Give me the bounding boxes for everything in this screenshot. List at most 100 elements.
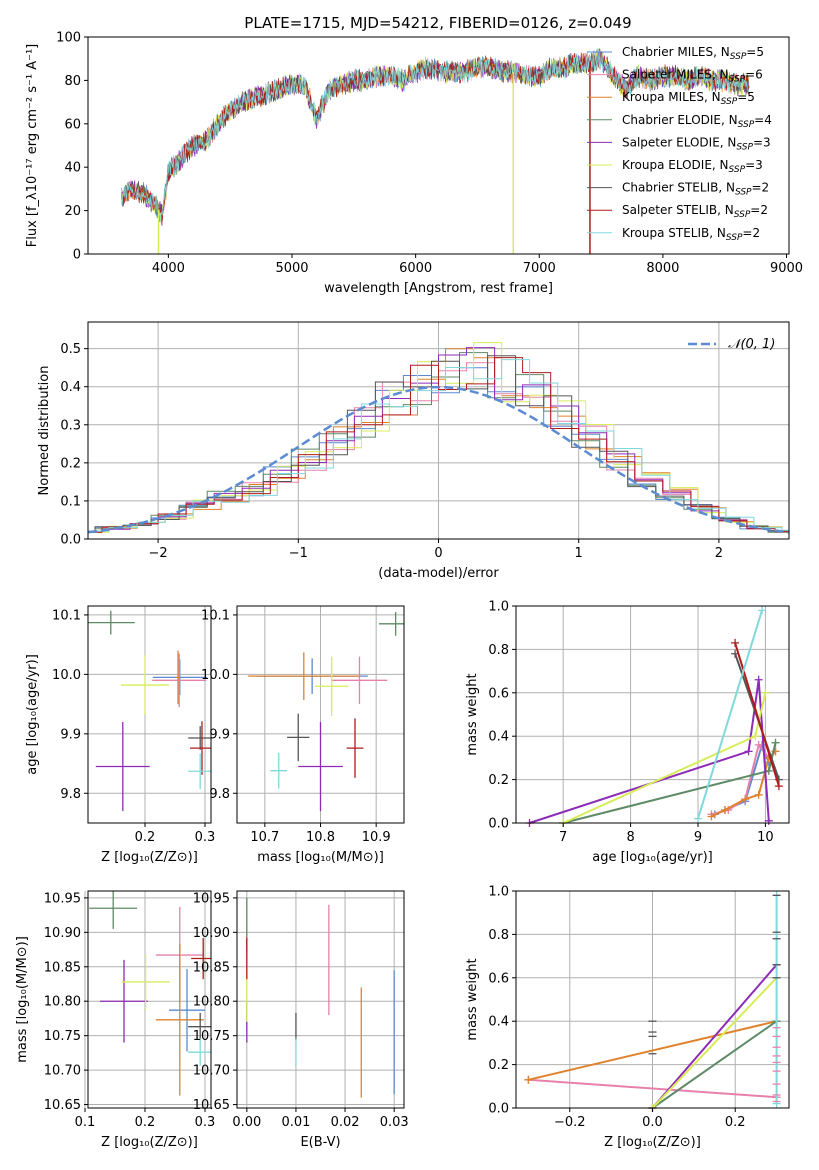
legend-label-chabrier_elodie: Chabrier ELODIE, NSSP=4 [622,113,772,130]
mass_weight_vs_z-ytick-label: 0.8 [488,928,509,943]
mass_weight_vs_age-marker-kroupa_miles [754,790,763,799]
legend-label-tail: =4 [754,113,772,127]
mass_weight_vs_age-marker-kroupa_stelib [758,606,767,615]
mass_weight_vs_age-ytick-label: 0.8 [488,643,509,658]
legend-label-sub: SSP [736,142,753,152]
spectrum-panel: 4000 5000 6000 7000 8000 9000 0 20 40 60 80 100 wave… [25,31,803,297]
spectrum-ytick-label: 60 [64,117,81,132]
mass_weight_vs_age-marker-chabrier_elodie [771,738,780,747]
age_vs_z-xtick-label: 0.3 [195,830,216,845]
mass_vs_ebv-frame [236,890,405,1109]
spectrum-ytick-label: 0 [73,248,81,263]
legend-label-salpeter_miles: Salpeter MILES, NSSP=6 [622,68,763,85]
legend-label-sub: SSP [726,233,743,243]
mass_weight_vs_z-grid [516,890,789,1109]
residuals-ytick-label: 0.4 [60,380,81,395]
spectrum-ytick-label: 80 [64,74,81,89]
mass_vs_ebv-ytick-label: 10.85 [193,960,230,975]
mass_weight_vs_age-ytick-label: 0.0 [488,817,509,832]
mass_vs_z-plot-area [89,891,211,1096]
mass_weight_vs_z-ylabel: mass weight [465,958,480,1040]
mass_weight_vs_age-line-kroupa_stelib [697,610,763,819]
mass_vs_z-errorbar-salpeter_stelib [191,937,211,980]
legend-label-tail: =3 [753,135,771,149]
mass_weight_vs_z-line-salpeter_miles [528,1078,777,1099]
mass_weight_vs_age-line-chabrier_elodie [562,742,777,824]
residuals-ytick-label: 0.3 [60,418,81,433]
mass_vs_z-xlabel: Z [log₁₀(Z/Z⊙)] [101,1135,198,1150]
mass_vs_ebv-grid [237,891,404,1108]
mass_vs_z-xtick-label: 0.2 [135,1115,156,1130]
legend-label-base: Kroupa ELODIE, N [622,158,729,172]
mass_vs_z-ytick-label: 10.95 [44,891,81,906]
mass_vs_z-ticks: 0.1 0.2 0.3 10.65 10.70 10.75 10.80 10.85 10.90 1… [44,891,216,1130]
mass_vs_z-ytick-label: 10.70 [44,1064,81,1079]
age_vs_mass-xlabel: mass [log₁₀(M/M⊙)] [257,850,384,865]
age_vs_mass-ytick-label: 9.9 [209,727,230,742]
age_vs_z-errorbar-chabrier_elodie [88,610,135,635]
age_vs_z-ylabel: age [log₁₀(age/yr)] [25,654,40,775]
legend-label-base: Salpeter MILES, N [622,68,729,82]
mass_vs_ebv-xtick-label: 0.03 [380,1115,409,1130]
mass_weight_vs_age-ytick-label: 0.6 [488,686,509,701]
legend-label-sub: SSP [738,120,755,130]
spectrum-frame [87,36,790,255]
mass_vs_z-panel: 0.1 0.2 0.3 10.65 10.70 10.75 10.80 10.85 10.90 1… [15,890,216,1150]
mass_weight_vs_age-ytick-label: 0.4 [488,730,509,745]
spectrum-line-kroupa_stelib [121,48,750,223]
mass_weight_vs_age-line-salpeter_stelib [734,642,780,787]
age_vs_z-ytick-label: 10.1 [52,608,81,623]
spectrum-xtick-label: 7000 [523,261,556,276]
legend-label-sub: SSP [729,165,746,175]
residuals-xtick-label: −1 [289,546,308,561]
mass_vs_ebv-ytick-label: 10.75 [193,1029,230,1044]
mass_weight_vs_z-line-salpeter_elodie [651,964,778,1109]
mass_vs_ebv-ytick-label: 10.70 [193,1064,230,1079]
age_vs_mass-frame [236,605,405,824]
mass_vs_z-ytick-label: 10.65 [44,1098,81,1113]
age_vs_z-errorbar-kroupa_stelib [188,753,211,790]
mass_weight_vs_z-xlabel: Z [log₁₀(Z/Z⊙)] [604,1135,701,1150]
age_vs_z-plot-area [88,610,211,812]
mass_weight_vs_age-frame [515,605,790,824]
age_vs_z-errorbar-salpeter_miles [152,653,207,708]
mass_weight_vs_z-line-chabrier_elodie [651,1020,778,1109]
spectrum-xlabel: wavelength [Angstrom, rest frame] [324,281,553,296]
spectrum-xtick-label: 6000 [399,261,432,276]
normal-curve [88,385,789,534]
mass_vs_z-errorbar-salpeter_elodie [100,959,148,1043]
mass_vs_ebv-xtick-label: 0.01 [281,1115,310,1130]
residuals-frame [87,321,790,540]
age_vs_z-ticks: 0.2 0.3 9.8 9.9 10.0 10.1 [52,608,215,845]
spectrum-ticks: 4000 5000 6000 7000 8000 9000 0 20 40 60 80 100 [56,31,803,277]
age_vs_mass-errorbar-chabrier_stelib [287,713,310,762]
mass_vs_ebv-ytick-label: 10.90 [193,926,230,941]
mass_weight_vs_z-panel: −0.2 0.0 0.2 0.0 0.2 0.4 0.6 0.8 1.0 Z [log₁₀(Z/Z… [465,885,790,1150]
mass_weight_vs_age-marker-kroupa_miles [720,805,729,814]
mass_weight_vs_age-xlabel: age [log₁₀(age/yr)] [592,850,713,865]
mass_vs_z-ylabel: mass [log₁₀(M/M⊙)] [15,936,30,1063]
residuals-plot-area [88,342,789,534]
age_vs_mass-errorbar-chabrier_elodie [378,611,404,636]
mass_weight_vs_age-ylabel: mass weight [465,673,480,755]
mass_vs_ebv-xlabel: E(B-V) [300,1135,340,1150]
legend-label-tail: =3 [745,158,763,172]
age_vs_z-ytick-label: 9.9 [60,727,81,742]
mass_weight_vs_age-xtick-label: 10 [757,830,774,845]
age_vs_mass-errorbar-salpeter_stelib [346,718,364,778]
mass_weight_vs_age-xtick-label: 7 [559,830,567,845]
legend-label-sub: SSP [729,75,746,85]
age_vs_z-ytick-label: 9.8 [60,787,81,802]
mass_weight_vs_z-xtick-label: 0.0 [642,1115,663,1130]
mass_weight_vs_age-marker-kroupa_stelib [694,814,702,823]
mass_weight_vs_z-ticks: −0.2 0.0 0.2 0.0 0.2 0.4 0.6 0.8 1.0 [488,885,745,1131]
mass_weight_vs_age-marker-salpeter_elodie [754,675,763,684]
mass_vs_ebv-plot-area [246,897,395,1098]
age_vs_z-grid [88,606,211,823]
residuals-xtick-label: 1 [575,546,583,561]
legend-label-tail: =5 [737,90,755,104]
mass_weight_vs_age-marker-salpeter_stelib [774,782,783,791]
mass_weight_vs_z-xtick-label: −0.2 [554,1115,586,1130]
legend-label-base: Chabrier STELIB, N [622,181,735,195]
age_vs_mass-ytick-label: 10.0 [201,668,230,683]
